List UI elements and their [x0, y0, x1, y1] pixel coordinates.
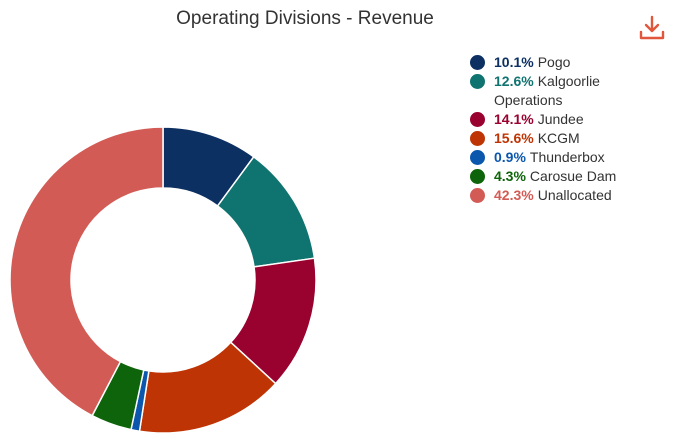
legend-percent: 15.6%: [494, 130, 534, 146]
legend-dot-icon: [470, 112, 485, 127]
legend-percent: 12.6%: [494, 73, 534, 89]
legend-dot-icon: [470, 169, 485, 184]
legend-item-jundee[interactable]: 14.1% Jundee: [470, 110, 670, 129]
legend-dot-icon: [470, 150, 485, 165]
legend-item-unallocated[interactable]: 42.3% Unallocated: [470, 186, 670, 205]
download-button[interactable]: [638, 14, 666, 42]
legend-percent: 14.1%: [494, 111, 534, 127]
legend-percent: 10.1%: [494, 54, 534, 70]
legend-label: Thunderbox: [529, 149, 605, 165]
legend-item-thunderbox[interactable]: 0.9% Thunderbox: [470, 148, 670, 167]
legend-percent: 4.3%: [494, 168, 526, 184]
legend-dot-icon: [470, 188, 485, 203]
legend-label: Unallocated: [537, 187, 612, 203]
legend-label: Carosue Dam: [529, 168, 617, 184]
legend-percent: 0.9%: [494, 149, 526, 165]
legend-item-pogo[interactable]: 10.1% Pogo: [470, 53, 670, 72]
chart-title: Operating Divisions - Revenue: [176, 8, 434, 29]
legend-item-kcgm[interactable]: 15.6% KCGM: [470, 129, 670, 148]
legend-label: Kalgoorlie Operations: [494, 73, 600, 108]
legend-percent: 42.3%: [494, 187, 534, 203]
legend-label: KCGM: [537, 130, 580, 146]
legend-item-carosue-dam[interactable]: 4.3% Carosue Dam: [470, 167, 670, 186]
legend-label: Pogo: [537, 54, 571, 70]
legend-item-kalgoorlie-operations[interactable]: 12.6% Kalgoorlie Operations: [470, 72, 670, 110]
legend-dot-icon: [470, 74, 485, 89]
legend-dot-icon: [470, 55, 485, 70]
legend-label: Jundee: [537, 111, 584, 127]
slice-unallocated[interactable]: [9, 126, 164, 417]
legend-dot-icon: [470, 131, 485, 146]
download-icon: [639, 15, 665, 40]
chart-legend: 10.1% Pogo 12.6% Kalgoorlie Operations 14.1%…: [470, 53, 670, 205]
